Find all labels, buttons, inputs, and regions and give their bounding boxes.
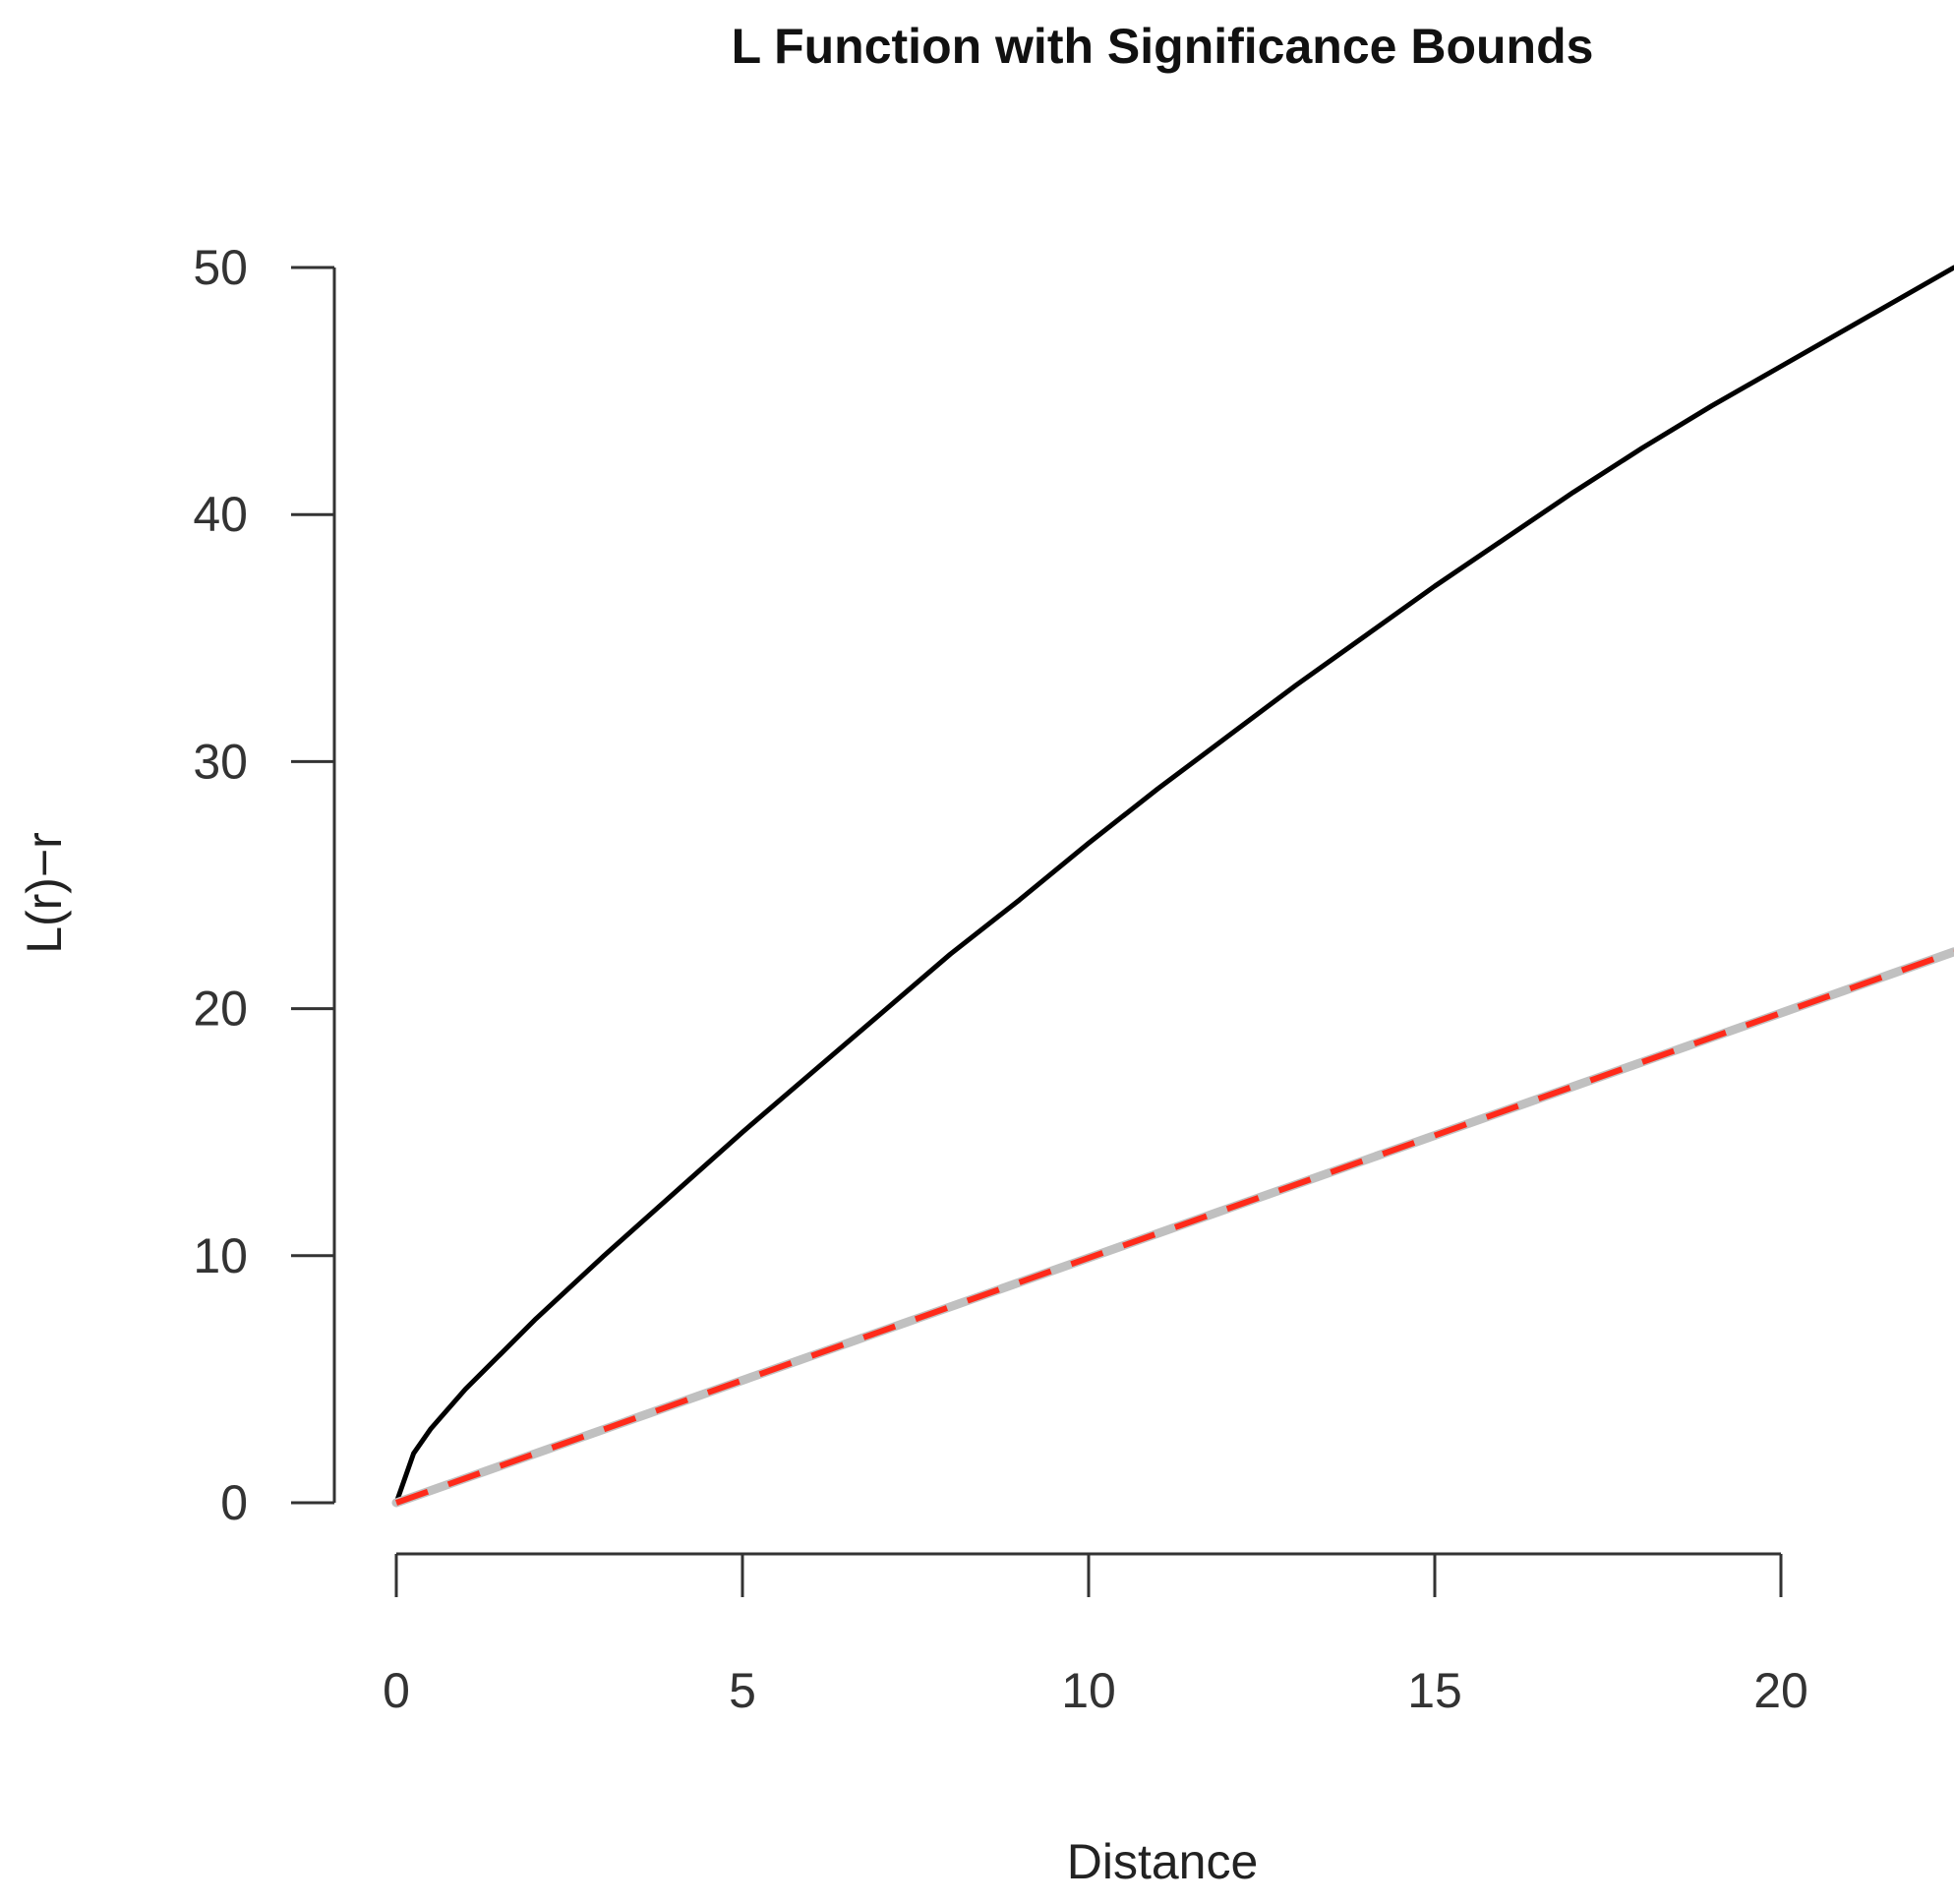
chart-title: L Function with Significance Bounds	[732, 19, 1594, 74]
observed-l-line	[393, 265, 1954, 1506]
y-tick-label: 30	[193, 734, 248, 789]
x-tick-label: 10	[1061, 1663, 1116, 1718]
theoretical-line	[394, 948, 1954, 1506]
x-tick-label: 20	[1753, 1663, 1808, 1718]
x-axis: 0 5 10 15 20	[383, 1552, 1808, 1718]
y-tick-label: 0	[220, 1475, 248, 1530]
x-axis-label: Distance	[1067, 1834, 1259, 1889]
y-axis-label: L(r)−r	[17, 832, 72, 954]
series-layer	[391, 265, 1954, 1508]
y-axis: 0 10 20 30 40 50	[193, 240, 336, 1530]
y-tick-label: 40	[193, 487, 248, 542]
y-tick-label: 10	[193, 1228, 248, 1283]
y-tick-label: 20	[193, 982, 248, 1037]
y-tick-label: 50	[193, 240, 248, 295]
x-tick-label: 15	[1407, 1663, 1462, 1718]
x-tick-label: 5	[729, 1663, 756, 1718]
x-tick-label: 0	[383, 1663, 410, 1718]
